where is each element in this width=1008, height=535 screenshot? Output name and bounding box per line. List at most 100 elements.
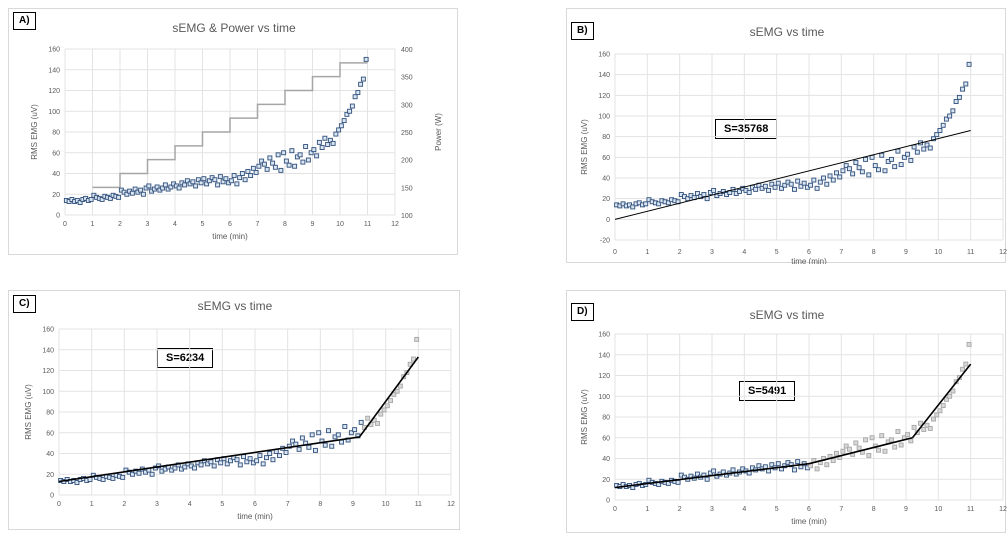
emg-data-point [762, 183, 768, 189]
y-tick-label: 160 [42, 327, 54, 334]
panel-label-b: B) [571, 22, 594, 40]
emg-data-point [162, 182, 168, 188]
emg-data-point [149, 471, 155, 477]
emg-data-point [300, 159, 306, 165]
emg-data-point [309, 432, 315, 438]
y-tick-label: 0 [606, 217, 610, 224]
emg-data-point [154, 184, 160, 190]
x-tick-label: 6 [228, 221, 232, 228]
x-tick-label: 11 [415, 501, 422, 508]
emg-data-point [892, 444, 898, 450]
y-tick-label: -20 [600, 238, 610, 245]
regression-fit-line [358, 356, 419, 438]
emg-data-point [675, 479, 681, 485]
emg-data-point [333, 131, 339, 137]
emg-data-point [795, 459, 801, 465]
regression-fit-line [911, 363, 972, 439]
emg-data-point [348, 430, 354, 436]
emg-data-point [120, 474, 126, 480]
x-tick-label: 10 [934, 249, 942, 256]
y-tick-label: 120 [598, 373, 610, 380]
emg-data-point [241, 454, 247, 460]
emg-data-point [866, 172, 872, 178]
y-tick-label: 40 [52, 171, 60, 178]
emg-data-point [327, 137, 333, 143]
emg-data-point [830, 177, 836, 183]
emg-data-point [290, 438, 296, 444]
emg-data-point [960, 86, 966, 92]
emg-data-point [756, 463, 762, 469]
y-tick-label: 120 [42, 368, 54, 375]
emg-data-point [381, 407, 387, 413]
emg-data-point [798, 183, 804, 189]
emg-data-point [730, 467, 736, 473]
emg-data-point [882, 448, 888, 454]
emg-data-point [352, 427, 358, 433]
emg-data-point [107, 195, 113, 201]
x-tick-label: 10 [382, 501, 390, 508]
emg-data-point [299, 435, 305, 441]
emg-data-point [289, 148, 295, 154]
x-tick-label: 3 [710, 506, 714, 513]
x-tick-label: 10 [336, 221, 344, 228]
emg-data-point [270, 457, 276, 463]
y2-tick-label: 400 [401, 47, 413, 54]
x-tick-label: 9 [904, 249, 908, 256]
emg-data-point [866, 452, 872, 458]
emg-data-point [234, 181, 240, 187]
x-tick-label: 4 [742, 506, 746, 513]
emg-data-point [924, 142, 930, 148]
x-tick-label: 12 [999, 506, 1007, 513]
emg-data-point [312, 447, 318, 453]
emg-data-point [869, 435, 875, 441]
emg-data-point [918, 420, 923, 426]
emg-data-point [263, 455, 269, 461]
emg-data-point [326, 428, 331, 434]
emg-data-point [876, 447, 881, 453]
emg-data-point [242, 177, 248, 183]
emg-data-point [259, 158, 265, 164]
emg-data-point [184, 178, 190, 184]
x-tick-label: 8 [872, 249, 876, 256]
emg-data-point [257, 453, 263, 459]
x-tick-label: 11 [967, 249, 974, 256]
emg-data-point [172, 465, 178, 471]
emg-data-point [277, 453, 282, 459]
y-tick-label: 100 [42, 389, 54, 396]
y-tick-label: 20 [602, 196, 610, 203]
emg-data-point [901, 154, 907, 160]
emg-data-point [960, 366, 966, 372]
emg-data-point [244, 459, 250, 465]
emg-data-point [843, 443, 849, 449]
emg-data-point [811, 177, 817, 183]
chart-title-d: sEMG vs time [749, 308, 825, 322]
emg-data-point [316, 139, 322, 145]
emg-data-point [336, 127, 342, 133]
emg-data-point [753, 186, 759, 192]
emg-data-point [824, 181, 830, 187]
emg-data-point [198, 462, 204, 468]
y-tick-label: 40 [46, 451, 54, 458]
emg-data-point [264, 166, 270, 172]
emg-data-point [840, 168, 846, 174]
x-tick-label: 0 [613, 506, 617, 513]
x-tick-label: 7 [256, 221, 260, 228]
emg-data-point [966, 341, 972, 347]
emg-data-point [840, 448, 846, 454]
emg-data-point [937, 408, 943, 414]
emg-data-point [182, 182, 188, 188]
chart-panel-b: B) sEMG vs time S=35768 -20 0 20 40 60 80 100 1… [566, 8, 1007, 264]
emg-data-point [827, 173, 833, 179]
emg-data-point [388, 398, 394, 404]
y2-tick-label: 300 [401, 102, 413, 109]
emg-data-point [801, 180, 807, 186]
emg-data-point [130, 471, 135, 477]
emg-data-point [256, 163, 262, 169]
x-tick-label: 2 [678, 249, 682, 256]
emg-data-point [769, 462, 775, 468]
emg-data-point [347, 108, 353, 114]
emg-data-point [694, 191, 700, 196]
emg-data-point [292, 163, 298, 169]
chart-panel-a: A) sEMG & Power vs time 0 20 40 60 80 100 120 1… [8, 8, 458, 255]
